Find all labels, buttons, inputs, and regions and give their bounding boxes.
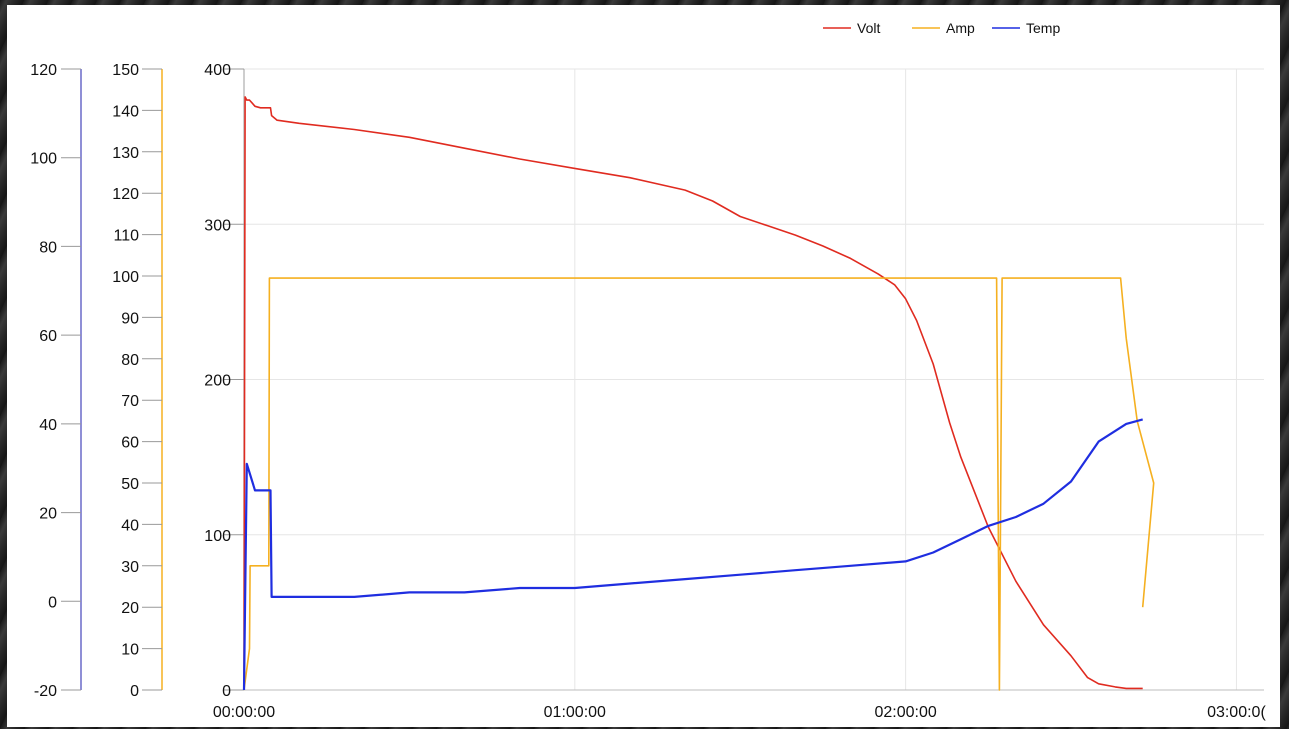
amp-tick-label: 10 (121, 642, 139, 659)
amp-tick-label: 120 (112, 186, 139, 203)
temp-tick-label: 60 (39, 328, 57, 345)
chart-svg: -20 0 20 40 60 80 100 120 0 10 20 30 40 50 60 70 80 90 100… (30, 20, 1266, 721)
amp-tick-label: 150 (112, 62, 139, 79)
chart-card: -20 0 20 40 60 80 100 120 0 10 20 30 40 50 60 70 80 90 100… (7, 5, 1280, 727)
volt-tick-label: 0 (222, 683, 231, 700)
temp-tick-label: 0 (48, 594, 57, 611)
amp-tick-label: 90 (121, 310, 139, 327)
amp-tick-label: 70 (121, 393, 139, 410)
x-tick-label: 02:00:00 (874, 704, 936, 721)
amp-tick-label: 100 (112, 269, 139, 286)
temp-tick-label: 80 (39, 239, 57, 256)
amp-tick-label: 50 (121, 476, 139, 493)
volt-tick-label: 300 (204, 217, 231, 234)
amp-tick-label: 140 (112, 103, 139, 120)
temp-tick-label: 40 (39, 417, 57, 434)
series-line-amp (243, 277, 1155, 691)
amp-tick-label: 80 (121, 352, 139, 369)
temp-tick-label: 20 (39, 506, 57, 523)
amp-tick-label: 20 (121, 600, 139, 617)
volt-tick-label: 400 (204, 62, 231, 79)
x-tick-label: 01:00:00 (544, 704, 606, 721)
temp-tick-label: 100 (30, 151, 57, 168)
amp-tick-label: 30 (121, 559, 139, 576)
temp-tick-label: -20 (34, 683, 57, 700)
volt-tick-label: 100 (204, 528, 231, 545)
x-tick-label: 00:00:00 (213, 704, 275, 721)
x-tick-label: 03:00:0( (1207, 704, 1266, 721)
series-line-temp (242, 418, 1143, 691)
amp-tick-label: 110 (113, 228, 139, 245)
amp-tick-label: 60 (121, 435, 139, 452)
amp-tick-label: 0 (130, 683, 139, 700)
series-line-volt (243, 96, 1143, 691)
amp-tick-label: 40 (121, 517, 139, 534)
temp-tick-label: 120 (30, 62, 57, 79)
volt-tick-label: 200 (204, 373, 231, 390)
legend-label-temp: Temp (1026, 20, 1060, 36)
amp-tick-label: 130 (112, 145, 139, 162)
legend-label-amp: Amp (946, 20, 975, 36)
legend-label-volt: Volt (857, 20, 880, 36)
